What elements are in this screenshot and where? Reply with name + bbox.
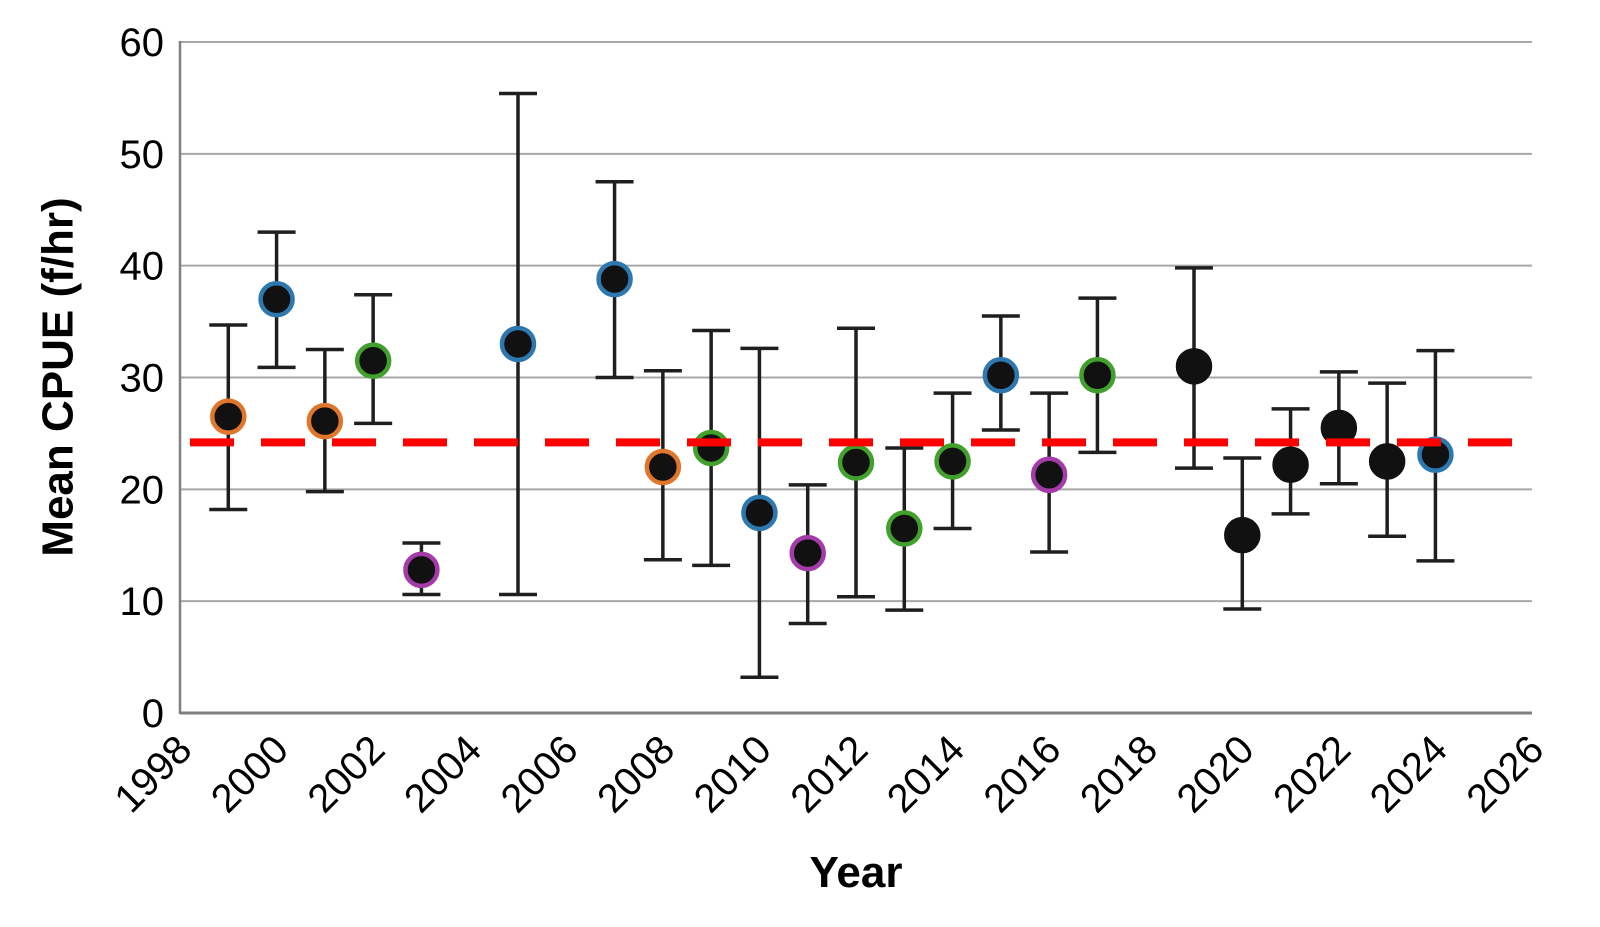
x-tick-label: 2006: [493, 727, 587, 821]
data-point-2013: [886, 510, 923, 547]
data-point-2001: [306, 402, 344, 440]
data-point-2003: [403, 551, 440, 589]
data-point-2000: [258, 280, 295, 318]
x-tick-label: 2000: [203, 727, 297, 821]
y-tick-label: 10: [120, 580, 165, 624]
y-tick-label: 20: [120, 468, 165, 512]
x-tick-label: 2004: [396, 727, 490, 821]
data-point-2020: [1224, 516, 1261, 554]
data-point-2005: [499, 325, 537, 363]
data-point-2010: [741, 494, 778, 532]
data-point-2021: [1272, 446, 1309, 483]
x-tick-label: 2016: [975, 727, 1069, 821]
x-tick-label: 2002: [299, 727, 393, 821]
y-axis-title: Mean CPUE (f/hr): [33, 197, 83, 557]
x-tick-label: 2012: [782, 727, 876, 821]
y-tick-label: 0: [142, 692, 164, 736]
x-tick-label: 2022: [1265, 727, 1359, 821]
data-point-2008: [644, 448, 682, 486]
data-point-2002: [354, 342, 392, 379]
x-tick-label: 2024: [1362, 727, 1456, 821]
data-point-2019: [1175, 348, 1213, 385]
x-tick-label: 2020: [1169, 727, 1263, 821]
x-tick-label: 2014: [879, 727, 973, 821]
y-tick-label: 30: [120, 357, 165, 401]
y-tick-label: 60: [120, 21, 165, 65]
x-tick-label: 2018: [1072, 727, 1166, 821]
x-tick-label: 2010: [686, 727, 780, 821]
x-tick-label: 2026: [1458, 727, 1552, 821]
x-tick-label: 2008: [589, 727, 683, 821]
data-point-2017: [1079, 357, 1116, 394]
data-point-1999: [210, 398, 247, 435]
data-point-2007: [596, 260, 633, 298]
y-tick-label: 40: [120, 245, 165, 289]
x-tick-label: 1998: [106, 727, 200, 821]
data-point-2014: [934, 443, 971, 480]
y-tick-label: 50: [120, 133, 165, 177]
data-point-2012: [837, 444, 875, 481]
data-point-2015: [982, 357, 1020, 394]
data-point-2016: [1030, 456, 1068, 494]
x-axis-title: Year: [809, 848, 903, 897]
data-point-2009: [692, 429, 730, 467]
data-point-2011: [789, 534, 826, 572]
data-point-2023: [1368, 443, 1406, 480]
